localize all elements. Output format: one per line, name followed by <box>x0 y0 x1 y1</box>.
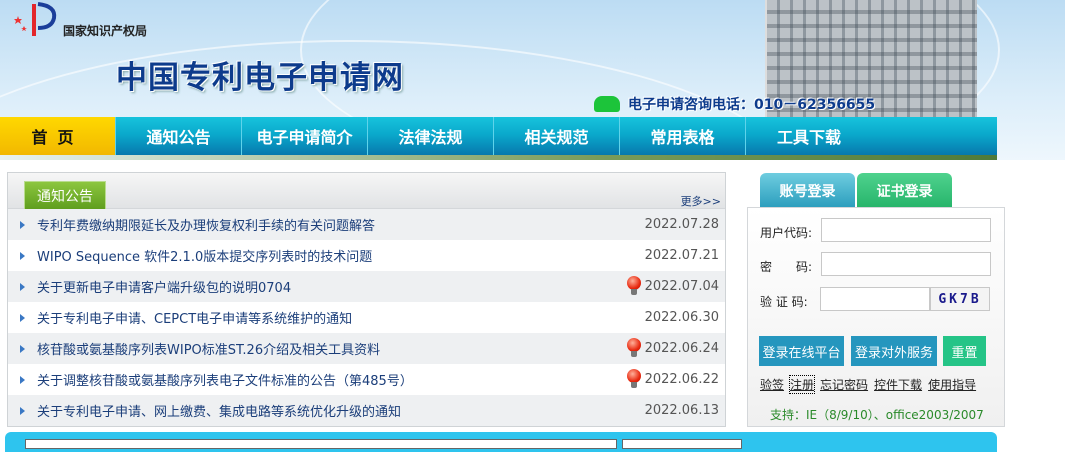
notice-title[interactable]: 关于调整核苷酸或氨基酸序列表电子文件标准的公告（第485号） <box>37 374 413 389</box>
notice-title[interactable]: 关于专利电子申请、网上缴费、集成电路等系统优化升级的通知 <box>37 405 402 420</box>
notice-row[interactable]: 核苷酸或氨基酸序列表WIPO标准ST.26介绍及相关工具资料 2022.06.24 <box>8 333 725 364</box>
notice-tab[interactable]: 通知公告 <box>24 181 106 210</box>
notice-title[interactable]: 专利年费缴纳期限延长及办理恢复权利手续的有关问题解答 <box>37 219 376 234</box>
arrow-icon <box>20 344 25 353</box>
notice-title[interactable]: 关于更新电子申请客户端升级包的说明0704 <box>37 281 292 296</box>
notice-row[interactable]: 关于调整核苷酸或氨基酸序列表电子文件标准的公告（第485号） 2022.06.22 <box>8 364 725 395</box>
nav-intro[interactable]: 电子申请简介 <box>242 117 368 155</box>
register-link[interactable]: 注册 <box>789 375 816 394</box>
agency-name: 国家知识产权局 <box>63 24 148 38</box>
nav-downloads[interactable]: 工具下载 <box>776 128 841 147</box>
arrow-icon <box>20 375 25 384</box>
captcha-label: 验 证 码: <box>760 295 808 309</box>
notice-row[interactable]: WIPO Sequence 软件2.1.0版本提交序列表时的技术问题 2022.0… <box>8 240 725 271</box>
control-download-link[interactable]: 控件下载 <box>874 378 923 392</box>
user-input[interactable] <box>821 218 991 242</box>
guide-link[interactable]: 使用指导 <box>928 378 977 392</box>
notice-date: 2022.07.21 <box>644 248 719 263</box>
nav-notices[interactable]: 通知公告 <box>116 117 242 155</box>
notice-row[interactable]: 专利年费缴纳期限延长及办理恢复权利手续的有关问题解答 2022.07.28 <box>8 209 725 240</box>
notice-date: 2022.06.30 <box>644 310 719 325</box>
captcha-input[interactable] <box>820 287 930 311</box>
notice-title[interactable]: 核苷酸或氨基酸序列表WIPO标准ST.26介绍及相关工具资料 <box>37 343 381 358</box>
new-bulb-icon <box>627 276 641 296</box>
tab-account-login[interactable]: 账号登录 <box>760 173 855 208</box>
arrow-icon <box>20 313 25 322</box>
phone-icon <box>594 96 620 112</box>
password-label: 密 码: <box>760 260 813 274</box>
site-title: 中国专利电子申请网 <box>116 60 404 96</box>
notice-date: 2022.07.04 <box>644 279 719 294</box>
notice-date: 2022.06.24 <box>644 341 719 356</box>
arrow-icon <box>20 406 25 415</box>
arrow-icon <box>20 251 25 260</box>
nav-forms[interactable]: 常用表格 <box>620 117 746 155</box>
nav-laws[interactable]: 法律法规 <box>368 117 494 155</box>
new-bulb-icon <box>627 338 641 358</box>
verify-link[interactable]: 验签 <box>760 378 785 392</box>
login-external-button[interactable]: 登录对外服务 <box>851 336 937 366</box>
login-links: 验签 注册 忘记密码 控件下载 使用指导 <box>760 375 977 394</box>
trees-strip <box>0 152 997 160</box>
notice-row[interactable]: 关于专利电子申请、网上缴费、集成电路等系统优化升级的通知 2022.06.13 <box>8 395 725 426</box>
more-link[interactable]: 更多>> <box>680 195 721 208</box>
new-bulb-icon <box>627 369 641 389</box>
notice-title[interactable]: 关于专利电子申请、CEPCT电子申请等系统维护的通知 <box>37 312 353 327</box>
tab-cert-login[interactable]: 证书登录 <box>857 173 952 208</box>
nav-home[interactable]: 首页 <box>0 117 116 155</box>
notice-row[interactable]: 关于专利电子申请、CEPCT电子申请等系统维护的通知 2022.06.30 <box>8 302 725 333</box>
bottom-box <box>25 439 617 449</box>
phone-text: 电子申请咨询电话：010－62356655 <box>628 97 876 113</box>
captcha-image[interactable]: GK7B <box>930 287 990 311</box>
notice-row[interactable]: 关于更新电子申请客户端升级包的说明0704 2022.07.04 <box>8 271 725 302</box>
main-nav: 首页 通知公告 电子申请简介 法律法规 相关规范 常用表格 工具下载 <box>0 117 997 155</box>
notice-date: 2022.06.13 <box>644 403 719 418</box>
cnipa-logo <box>14 2 57 36</box>
arrow-icon <box>20 282 25 291</box>
arrow-icon <box>20 220 25 229</box>
bottom-box <box>622 439 742 449</box>
notice-header: 通知公告 更多>> <box>8 173 725 210</box>
nav-specs[interactable]: 相关规范 <box>494 117 620 155</box>
forgot-password-link[interactable]: 忘记密码 <box>820 378 869 392</box>
login-online-button[interactable]: 登录在线平台 <box>759 336 844 366</box>
notice-title[interactable]: WIPO Sequence 软件2.1.0版本提交序列表时的技术问题 <box>37 250 373 265</box>
support-text: 支持：IE（8/9/10）、office2003/2007 <box>770 408 984 422</box>
notice-panel: 通知公告 更多>> 专利年费缴纳期限延长及办理恢复权利手续的有关问题解答 2022… <box>7 172 726 427</box>
notice-date: 2022.06.22 <box>644 372 719 387</box>
reset-button[interactable]: 重置 <box>943 336 986 366</box>
notice-list: 专利年费缴纳期限延长及办理恢复权利手续的有关问题解答 2022.07.28 WIPO… <box>8 209 725 426</box>
password-input[interactable] <box>821 252 991 276</box>
phone-hotline: 电子申请咨询电话：010－62356655 <box>594 94 875 114</box>
notice-date: 2022.07.28 <box>644 217 719 232</box>
user-label: 用户代码: <box>760 226 813 240</box>
login-panel: 用户代码: 密 码: 验 证 码: GK7B 登录在线平台 登录对外服务 重置 … <box>747 207 1005 427</box>
